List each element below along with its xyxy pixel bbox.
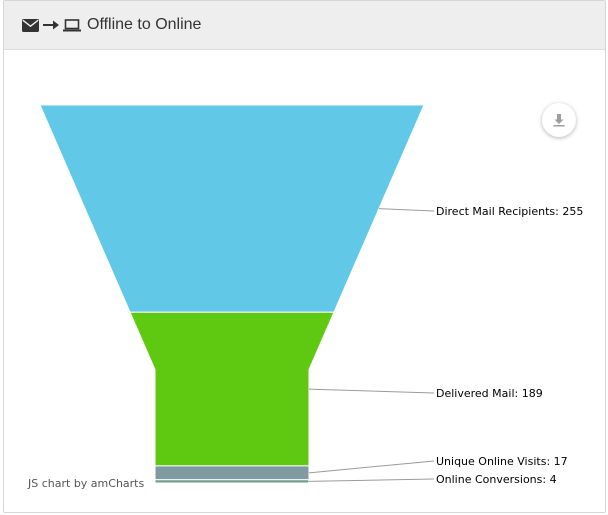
funnel-slice-3[interactable]: [154, 465, 310, 481]
funnel-label-1: Direct Mail Recipients: 255: [436, 205, 583, 218]
funnel-slice-4[interactable]: [154, 479, 310, 484]
arrow-right-icon: [43, 19, 59, 31]
panel-title: Offline to Online: [87, 16, 202, 33]
laptop-icon: [63, 18, 81, 32]
funnel-label-3: Unique Online Visits: 17: [436, 455, 568, 468]
export-button[interactable]: [542, 103, 576, 137]
funnel-label-connector-2: [308, 388, 435, 394]
amcharts-credit[interactable]: JS chart by amCharts: [27, 477, 144, 490]
funnel-label-connector-1: [378, 208, 435, 212]
funnel-chart-svg: Direct Mail Recipients: 255 Delivered Mai…: [27, 104, 583, 490]
funnel-slice-1[interactable]: [39, 104, 425, 313]
funnel-label-4: Online Conversions: 4: [436, 473, 557, 486]
funnel-label-connector-3: [308, 460, 435, 474]
funnel-chart: Direct Mail Recipients: 255 Delivered Mai…: [4, 51, 605, 512]
download-icon: [553, 114, 565, 127]
envelope-icon: [22, 18, 39, 32]
chart-panel: Offline to Online Direct Mail Recipients…: [3, 0, 606, 513]
funnel-slice-2[interactable]: [129, 311, 335, 467]
panel-header: Offline to Online: [4, 1, 605, 50]
funnel-label-2: Delivered Mail: 189: [436, 387, 543, 400]
funnel-label-connector-4: [308, 478, 435, 482]
